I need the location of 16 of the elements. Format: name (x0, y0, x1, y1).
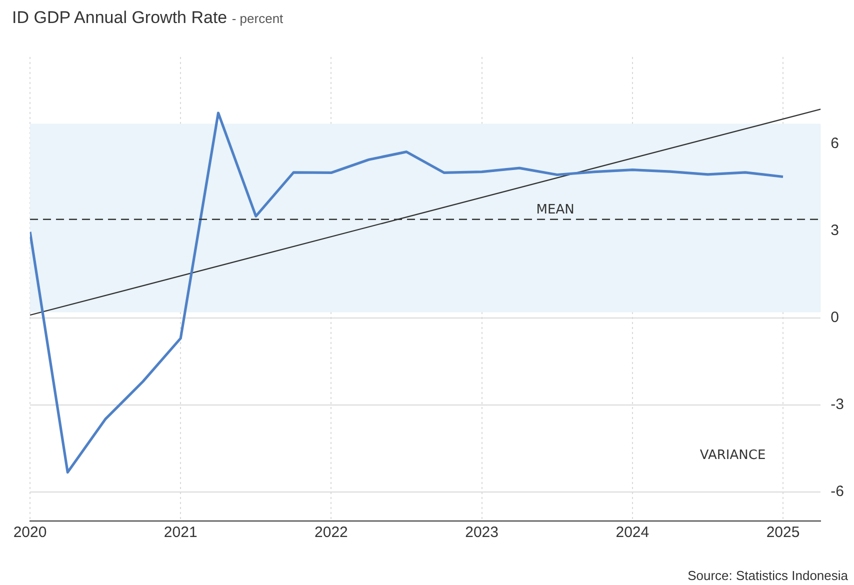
y-tick-label: 0 (830, 309, 840, 326)
y-tick-label: -6 (830, 483, 844, 500)
annotation: VARIANCE (700, 448, 766, 463)
y-tick-label: 3 (830, 222, 840, 240)
x-tick-label: 2022 (314, 524, 348, 542)
chart-title: ID GDP Annual Growth Rate (12, 8, 228, 27)
x-tick-label: 2021 (164, 524, 198, 542)
x-tick-label: 2020 (13, 524, 47, 542)
source-note: Source: Statistics Indonesia (688, 568, 848, 583)
x-tick-label: 2025 (766, 524, 800, 542)
chart-subtitle: - percent (232, 11, 284, 26)
x-tick-label: 2024 (616, 524, 650, 542)
y-tick-label: 6 (830, 135, 840, 152)
y-tick-label: -3 (830, 396, 844, 414)
ref-line-label: MEAN (536, 202, 574, 218)
x-tick-label: 2023 (465, 524, 498, 542)
